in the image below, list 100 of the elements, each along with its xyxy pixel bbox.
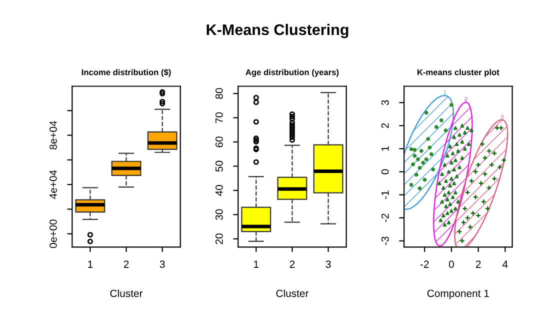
point xyxy=(419,149,424,153)
point xyxy=(454,190,458,194)
point xyxy=(438,218,443,222)
point xyxy=(416,157,420,162)
point xyxy=(444,128,448,132)
x-tick-label: -2 xyxy=(420,260,429,268)
point xyxy=(448,184,452,188)
point xyxy=(418,186,422,190)
point xyxy=(452,181,456,186)
point xyxy=(444,179,448,183)
chart-title: Income distribution ($) xyxy=(82,68,171,77)
y-tick-label: 80 xyxy=(215,88,223,99)
point xyxy=(418,166,422,170)
y-tick-label: 60 xyxy=(215,136,223,148)
x-tick-label: 1 xyxy=(254,260,259,268)
point xyxy=(431,167,435,172)
y-tick-label: 70 xyxy=(215,112,223,123)
point xyxy=(449,176,454,181)
point xyxy=(446,220,451,224)
point xyxy=(446,190,451,194)
x-tick-label: 3 xyxy=(160,260,165,268)
point xyxy=(466,142,471,146)
point xyxy=(460,140,464,144)
x-tick-label: 0 xyxy=(448,260,454,268)
y-tick-label: 4e+04 xyxy=(50,170,57,199)
y-tick-label: 30 xyxy=(215,209,223,220)
point xyxy=(449,208,454,213)
point xyxy=(450,151,455,156)
point xyxy=(426,137,430,141)
x-axis-title: Component 1 xyxy=(427,290,489,300)
point xyxy=(442,222,447,227)
point xyxy=(454,126,458,130)
point xyxy=(449,160,454,164)
point xyxy=(460,156,464,160)
y-tick-label: 8e+04 xyxy=(50,120,57,150)
y-tick-label: 0e+00 xyxy=(50,220,57,248)
y-tick-label: -1 xyxy=(382,190,389,199)
point xyxy=(452,167,456,172)
point xyxy=(409,147,414,152)
point xyxy=(458,165,462,170)
y-tick-label: -3 xyxy=(381,236,389,246)
point xyxy=(437,181,442,186)
point xyxy=(409,182,414,187)
x-axis-title: Cluster xyxy=(110,289,143,298)
point xyxy=(445,211,450,216)
point xyxy=(434,125,438,129)
point xyxy=(442,192,447,197)
point xyxy=(466,126,470,130)
point xyxy=(441,186,446,190)
y-tick-label: 2 xyxy=(381,123,389,128)
y-tick-label: 50 xyxy=(215,160,223,172)
point xyxy=(441,214,446,218)
point xyxy=(440,172,444,176)
point xyxy=(428,146,432,150)
point xyxy=(446,170,451,174)
point xyxy=(448,144,452,148)
x-tick-label: 2 xyxy=(476,260,481,268)
point xyxy=(421,160,426,165)
chart-title: Age distribution (years) xyxy=(246,69,339,77)
point xyxy=(454,142,459,146)
point xyxy=(452,135,456,140)
point xyxy=(424,110,428,115)
y-tick-label: 0 xyxy=(381,169,389,174)
point xyxy=(454,158,458,162)
point xyxy=(414,172,418,177)
point xyxy=(470,128,474,132)
point xyxy=(424,157,428,162)
point xyxy=(456,200,460,204)
point xyxy=(439,118,444,122)
y-tick-label: 20 xyxy=(215,233,223,244)
point xyxy=(429,152,434,156)
x-tick-label: 3 xyxy=(326,260,331,268)
point xyxy=(462,130,467,135)
point xyxy=(460,124,464,128)
point xyxy=(442,162,447,167)
y-tick-label: 3 xyxy=(381,100,389,106)
y-tick-label: -2 xyxy=(381,214,389,222)
x-tick-label: 2 xyxy=(124,260,129,268)
point xyxy=(454,206,458,211)
point xyxy=(450,195,455,200)
point xyxy=(454,174,459,178)
point xyxy=(411,162,415,166)
x-tick-label: 2 xyxy=(290,260,295,268)
y-tick-label: 40 xyxy=(215,185,223,196)
chart-title: K-means cluster plot xyxy=(418,69,500,77)
point xyxy=(412,154,417,158)
y-tick-label: 1 xyxy=(382,146,389,151)
point xyxy=(445,154,450,158)
point xyxy=(412,148,417,152)
point xyxy=(448,202,452,206)
point xyxy=(440,200,444,204)
x-tick-label: 1 xyxy=(88,260,93,268)
point xyxy=(444,204,448,208)
point xyxy=(422,178,427,182)
x-tick-label: 4 xyxy=(502,260,508,268)
x-axis-title: Cluster xyxy=(276,289,309,298)
point xyxy=(449,102,454,107)
point xyxy=(445,197,450,202)
point xyxy=(456,149,460,153)
point xyxy=(458,132,462,137)
